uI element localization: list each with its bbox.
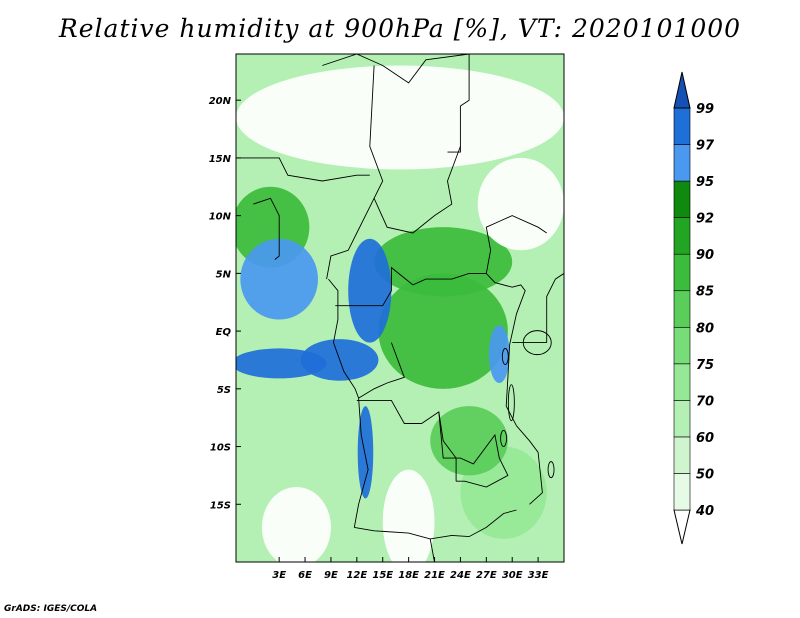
colorbar-swatch-3: [673, 363, 691, 401]
colorbar-label-3: 70: [696, 394, 714, 409]
lake-outline-4: [501, 348, 509, 365]
grads-credit: GrADS: IGES/COLA: [4, 604, 98, 614]
colorbar-swatch-1: [673, 436, 691, 474]
x-tick-label-4: 15E: [372, 570, 393, 581]
x-tick-label-8: 27E: [476, 570, 497, 581]
x-tick-label-5: 18E: [398, 570, 419, 581]
border-line-6: [335, 266, 526, 427]
colorbar: 40 50 60 70 75 80 85 90 92 95 97 99: [673, 71, 715, 545]
y-tick-label-5: 5S: [217, 385, 231, 396]
border-line-4: [253, 197, 280, 260]
border-line-10: [354, 509, 517, 540]
colorbar-label-8: 92: [696, 212, 714, 227]
border-line-12: [516, 425, 543, 505]
y-tick-label-6: 10S: [210, 443, 231, 454]
y-tick-label-0: 20N: [209, 96, 232, 107]
colorbar-swatch-8: [673, 180, 691, 218]
colorbar-swatch-5: [673, 290, 691, 328]
lake-outline-1: [507, 384, 515, 422]
x-axis: 3E 6E 9E 12E 15E 18E 21E 24E 27E 30E 33E: [272, 557, 549, 581]
x-tick-label-10: 33E: [528, 570, 549, 581]
x-tick-label-7: 24E: [450, 570, 471, 581]
humid-angola-coast: [357, 406, 374, 499]
humid-east-congo: [488, 325, 510, 384]
border-line-16: [328, 278, 369, 528]
colorbar-swatch-6: [673, 253, 691, 292]
border-line-11: [429, 538, 435, 562]
border-line-9: [438, 411, 509, 488]
colorbar-swatch-9: [673, 144, 691, 182]
map-frame: [235, 53, 565, 563]
colorbar-label-7: 90: [696, 248, 714, 263]
colorbar-label-1: 50: [696, 467, 714, 482]
colorbar-label-4: 75: [696, 358, 714, 373]
border-line-7: [358, 342, 405, 399]
humid-cameroon: [348, 238, 392, 343]
border-line-13: [485, 215, 547, 274]
y-tick-label-4: EQ: [216, 327, 232, 338]
y-axis: 20N 15N 10N 5N EQ 5S 10S 15S: [209, 96, 241, 511]
colorbar-upper-arrow: [673, 71, 691, 109]
colorbar-label-5: 80: [696, 321, 714, 336]
dry-south-atlantic: [261, 486, 331, 562]
border-line-1: [447, 54, 470, 153]
border-line-2: [369, 65, 461, 234]
colorbar-lower-arrow: [673, 509, 691, 545]
x-tick-label-9: 30E: [502, 570, 523, 581]
colorbar-swatch-10: [673, 107, 691, 145]
wet-central-north: [374, 227, 513, 297]
colorbar-label-2: 60: [696, 431, 714, 446]
lake-outline-3: [500, 430, 508, 447]
x-tick-label-6: 21E: [424, 570, 445, 581]
x-tick-label-0: 3E: [272, 570, 286, 581]
humidity-field: [236, 54, 564, 562]
lake-outline-0: [522, 330, 552, 356]
colorbar-label-0: 40: [695, 504, 714, 519]
colorbar-label-9: 95: [696, 175, 714, 190]
border-line-14: [546, 273, 564, 343]
y-tick-label-1: 15N: [209, 154, 232, 165]
colorbar-swatch-2: [673, 400, 691, 438]
border-line-0: [322, 54, 470, 84]
border-line-3: [236, 157, 370, 182]
x-tick-label-3: 12E: [346, 570, 367, 581]
lake-outline-2: [547, 461, 555, 479]
border-line-5: [326, 198, 375, 280]
y-tick-label-3: 5N: [216, 269, 232, 280]
dry-sahara: [236, 65, 564, 170]
colorbar-swatch-0: [673, 473, 691, 511]
map-title: Relative humidity at 900hPa [%], VT: 202…: [58, 14, 742, 43]
border-line-8: [356, 399, 457, 482]
dry-namibia-kalahari: [382, 469, 435, 562]
wet-central-congo: [378, 273, 508, 389]
x-tick-label-1: 6E: [298, 570, 312, 581]
dry-sudan-east: [477, 157, 564, 251]
colorbar-label-6: 85: [696, 285, 714, 300]
y-tick-label-2: 10N: [209, 212, 232, 223]
colorbar-swatch-7: [673, 217, 691, 255]
colorbar-label-10: 97: [696, 139, 715, 154]
colorbar-swatch-4: [673, 326, 691, 365]
colorbar-label-11: 99: [696, 102, 714, 117]
country-borders: [236, 54, 564, 562]
x-tick-label-2: 9E: [324, 570, 338, 581]
y-tick-label-7: 15S: [210, 500, 231, 511]
humid-coast-gulf-of-guinea: [240, 238, 318, 320]
